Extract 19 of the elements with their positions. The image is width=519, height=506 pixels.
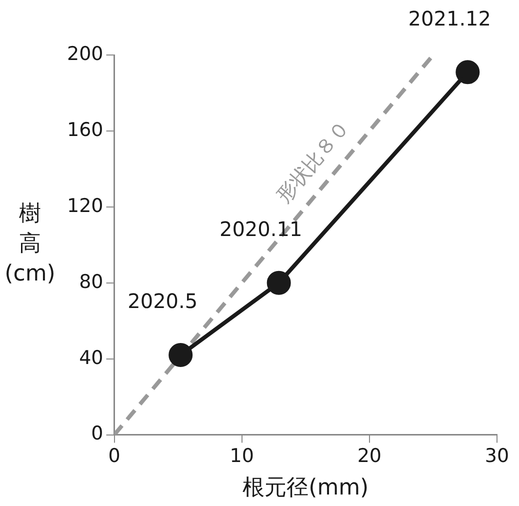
annotation: 形状比８０ [272, 115, 354, 208]
y-tick-label: 160 [67, 118, 104, 141]
annotation: 2021.12 [408, 6, 492, 30]
annotation: 2020.5 [128, 289, 198, 314]
x-tick-label: 20 [357, 445, 382, 468]
point [168, 343, 193, 368]
y-tick-label: 0 [91, 422, 104, 445]
x-tick-label: 0 [108, 445, 120, 468]
y-tick-label: 200 [67, 42, 104, 65]
point [266, 270, 291, 295]
x-tick-label: 10 [230, 445, 254, 468]
y-axis-title: 樹高(cm) [4, 202, 56, 287]
point [456, 60, 480, 84]
x-axis-title: 根元径(mm) [242, 476, 369, 501]
annotation: 2020.11 [219, 217, 302, 242]
x-tick-label: 30 [484, 445, 510, 468]
y-tick-label: 80 [79, 270, 104, 293]
y-tick-label: 40 [79, 346, 104, 369]
y-tick-label: 120 [67, 194, 104, 217]
